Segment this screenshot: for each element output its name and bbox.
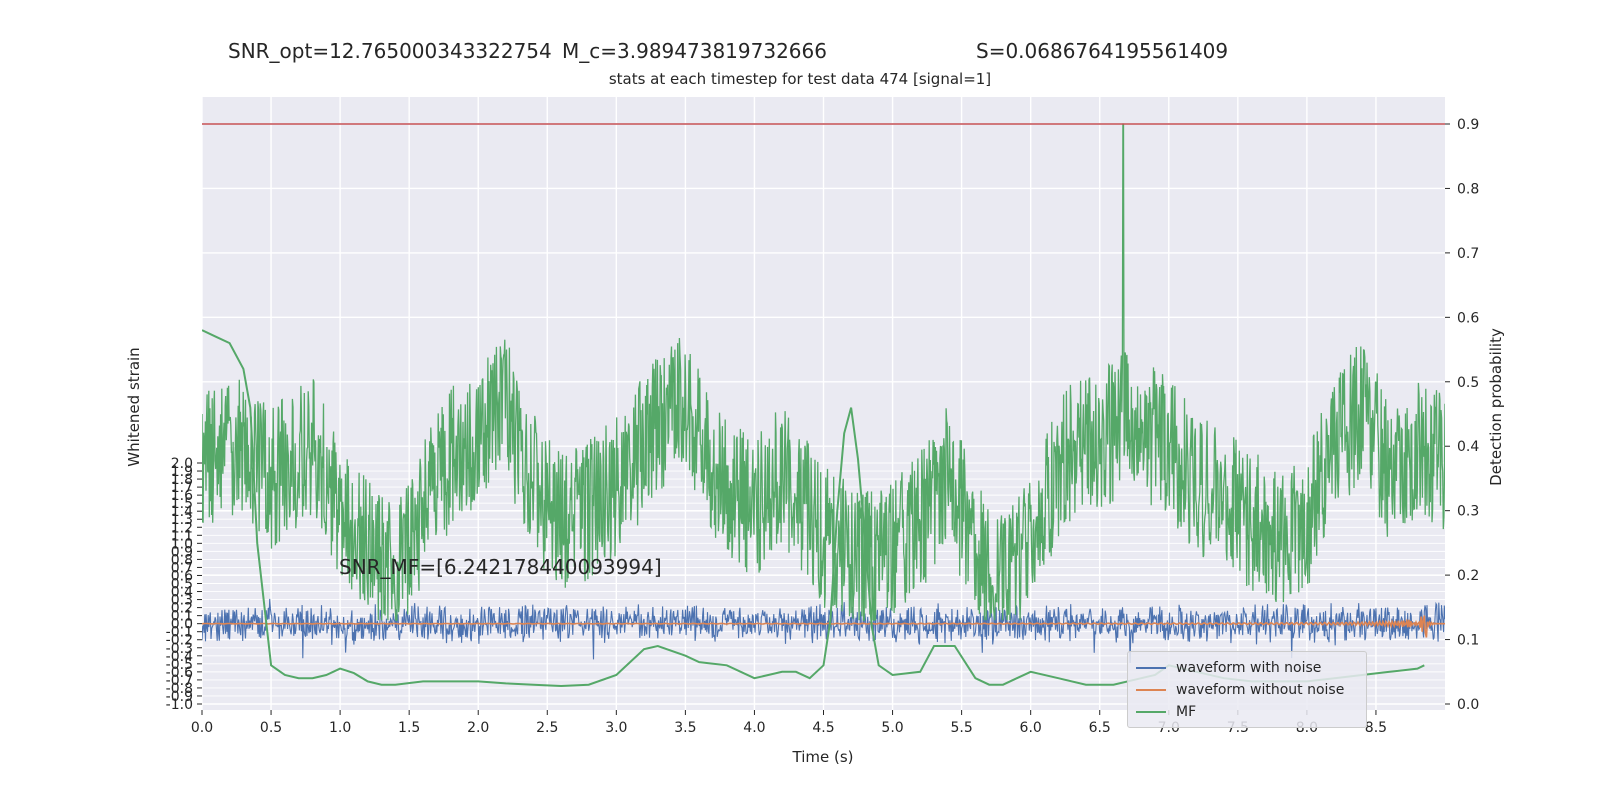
left-tick-label: 0.2: [171, 601, 193, 617]
x-tick-label: 3.0: [605, 720, 627, 736]
left-tick-label: 0.7: [171, 560, 193, 576]
left-tick-label: 0.5: [171, 577, 193, 593]
left-tick-label: 0.3: [171, 593, 193, 609]
left-tick-label: -0.4: [166, 649, 193, 665]
x-tick-label: 2.5: [536, 720, 558, 736]
right-axis-label: Detection probability: [1487, 328, 1505, 486]
legend-swatch: [1136, 689, 1166, 691]
x-axis-label: Time (s): [792, 748, 854, 766]
legend-label: waveform with noise: [1176, 660, 1322, 676]
x-tick-label: 5.0: [881, 720, 903, 736]
left-tick-label: 0.9: [171, 544, 193, 560]
left-tick-label: -0.6: [166, 665, 193, 681]
right-tick-label: 0.8: [1457, 181, 1479, 197]
x-tick-label: 6.0: [1020, 720, 1042, 736]
legend-swatch: [1136, 667, 1166, 669]
left-tick-label: 1.3: [171, 512, 193, 528]
left-tick-label: -0.9: [166, 689, 193, 705]
x-tick-label: 8.5: [1365, 720, 1387, 736]
x-tick-label: 2.0: [467, 720, 489, 736]
left-tick-label: -0.3: [166, 641, 193, 657]
x-tick-label: 0.5: [260, 720, 282, 736]
chirp-mass-label: M_c=3.989473819732666: [562, 39, 827, 63]
left-tick-label: -1.0: [166, 697, 193, 713]
left-tick-label: 0.1: [171, 609, 193, 625]
right-tick-label: 0.7: [1457, 246, 1479, 262]
left-tick-label: -0.8: [166, 681, 193, 697]
x-tick-label: 4.5: [812, 720, 834, 736]
waveform-without-noise-series: [202, 615, 1445, 638]
x-tick-label: 3.5: [674, 720, 696, 736]
left-tick-label: -0.7: [166, 673, 193, 689]
right-tick-label: 0.6: [1457, 310, 1479, 326]
left-tick-label: -0.5: [166, 657, 193, 673]
mf-noisy-line: [202, 123, 1445, 621]
x-tick-label: 6.5: [1089, 720, 1111, 736]
left-tick-label: 1.9: [171, 464, 193, 480]
right-tick-label: 0.2: [1457, 568, 1479, 584]
right-tick-label: 0.3: [1457, 504, 1479, 520]
left-tick-label: -0.2: [166, 633, 193, 649]
waveform-with-noise-line: [202, 598, 1445, 664]
left-tick-label: 1.4: [171, 504, 193, 520]
x-tick-label: 5.5: [950, 720, 972, 736]
left-tick-label: 2.0: [171, 456, 193, 472]
legend-item-clean: waveform without noise: [1136, 680, 1344, 700]
x-tick-label: 1.5: [398, 720, 420, 736]
right-tick-label: 0.4: [1457, 439, 1479, 455]
legend-label: MF: [1176, 704, 1197, 720]
ticks: 0.0 0.5 1.0 1.5 2.0 2.5 3.0 3.5 4.0 4.5 5.0 5.5 6.0 6…: [166, 117, 1480, 736]
left-tick-label: 0.6: [171, 568, 193, 584]
snr-opt-label: SNR_opt=12.765000343322754: [228, 39, 552, 63]
left-tick-label: 1.5: [171, 496, 193, 512]
legend-swatch: [1136, 711, 1166, 713]
left-tick-label: 1.6: [171, 488, 193, 504]
left-tick-label: 1.0: [171, 536, 193, 552]
left-tick-label: 1.7: [171, 480, 193, 496]
left-tick-label: -0.1: [166, 625, 193, 641]
chart-title: stats at each timestep for test data 474…: [608, 70, 992, 88]
waveform-without-noise-line: [202, 615, 1445, 638]
left-tick-label: 1.8: [171, 472, 193, 488]
x-tick-label: 4.0: [743, 720, 765, 736]
left-axis-label: Whitened strain: [125, 347, 143, 466]
snr-mf-label: SNR_MF=[6.242178440093994]: [339, 555, 662, 579]
x-tick-label: 0.0: [191, 720, 213, 736]
left-tick-label: 1.1: [171, 528, 193, 544]
left-tick-label: 1.2: [171, 520, 193, 536]
left-tick-label: 0.8: [171, 552, 193, 568]
legend-item-noise: waveform with noise: [1136, 658, 1321, 678]
right-tick-label: 0.5: [1457, 375, 1479, 391]
x-tick-label: 1.0: [329, 720, 351, 736]
waveform-with-noise-series: [202, 598, 1445, 664]
s-label: S=0.0686764195561409: [976, 39, 1229, 63]
legend-item-mf: MF: [1136, 702, 1196, 722]
right-tick-label: 0.0: [1457, 697, 1479, 713]
legend-label: waveform without noise: [1176, 682, 1345, 698]
left-tick-label: 0.4: [171, 585, 193, 601]
right-tick-label: 0.9: [1457, 117, 1479, 133]
left-tick-label: 0.0: [171, 617, 193, 633]
legend: waveform with noise waveform without noi…: [1127, 651, 1367, 728]
right-tick-label: 0.1: [1457, 633, 1479, 649]
